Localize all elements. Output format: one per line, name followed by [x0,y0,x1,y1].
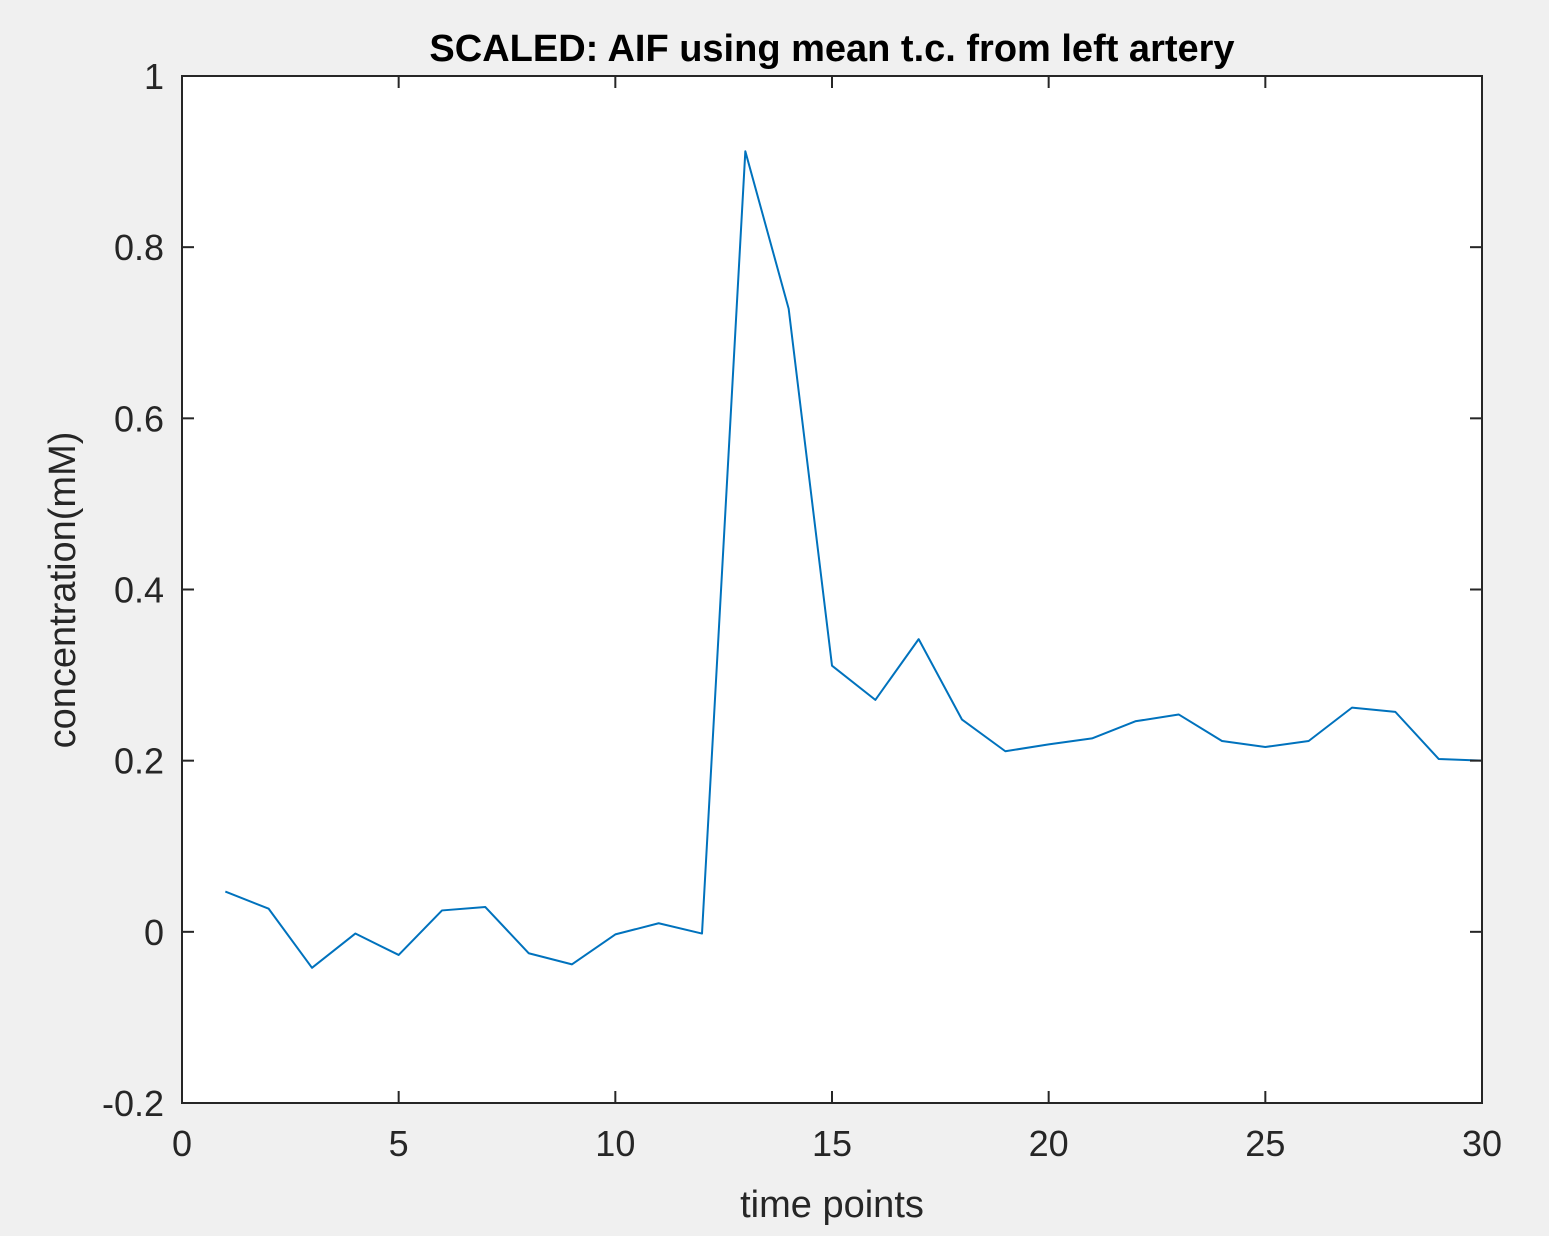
x-tick-label: 5 [389,1123,409,1164]
y-tick-label: 0 [144,912,164,953]
tick-layer: 0 5 10 15 20 25 30-0.200.20.40.60.81 [102,56,1502,1164]
x-tick-label: 25 [1245,1123,1285,1164]
y-axis-label: concentration(mM) [42,432,84,749]
x-tick-label: 30 [1462,1123,1502,1164]
y-tick-label: 0.6 [114,398,164,439]
plot-area [182,76,1482,1103]
series-line-0 [224,150,1483,969]
chart-title: SCALED: AIF using mean t.c. from left ar… [429,28,1234,70]
y-tick-label: -0.2 [102,1083,164,1124]
y-tick-label: 0.4 [114,570,164,611]
x-tick-label: 10 [595,1123,635,1164]
y-tick-label: 0.8 [114,227,164,268]
x-tick-label: 15 [812,1123,852,1164]
x-tick-label: 0 [172,1123,192,1164]
x-axis-label: time points [740,1184,924,1226]
y-tick-label: 1 [144,56,164,97]
x-tick-label: 20 [1029,1123,1069,1164]
series-layer [224,150,1483,969]
y-tick-label: 0.2 [114,741,164,782]
